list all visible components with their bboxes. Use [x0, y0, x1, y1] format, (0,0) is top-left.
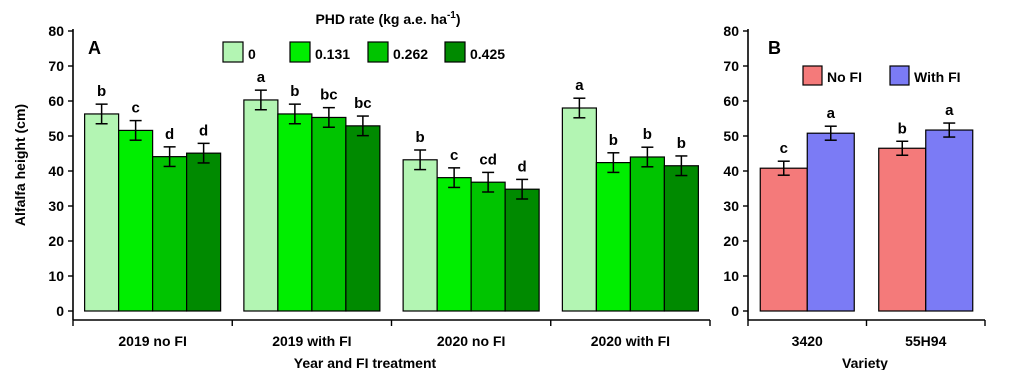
x-category-label: 3420 — [792, 333, 823, 349]
significance-letter: c — [780, 140, 788, 157]
legend-label: 0.131 — [315, 46, 350, 62]
y-tick-label: 70 — [723, 58, 739, 74]
x-category-label: 2020 no FI — [437, 333, 505, 349]
y-tick-label: 20 — [723, 233, 739, 249]
y-tick-label: 70 — [48, 58, 64, 74]
legend-swatch — [444, 41, 466, 63]
significance-letter: a — [827, 105, 836, 122]
significance-letter: d — [199, 122, 208, 139]
y-tick-label: 60 — [48, 93, 64, 109]
y-tick-label: 30 — [723, 198, 739, 214]
bar-0-131 — [118, 129, 154, 312]
y-axis-title-a: Alfalfa height (cm) — [12, 104, 28, 226]
y-tick-label: 10 — [723, 268, 739, 284]
significance-letter: b — [97, 83, 106, 100]
y-tick-label: 0 — [731, 303, 739, 319]
y-tick-label: 60 — [723, 93, 739, 109]
bar-with-fi — [806, 132, 855, 312]
y-tick-label: 30 — [48, 198, 64, 214]
significance-letter: d — [165, 126, 174, 143]
significance-letter: a — [575, 77, 584, 94]
y-tick-label: 80 — [48, 23, 64, 39]
legend-label: 0 — [248, 46, 256, 62]
significance-letter: bc — [320, 87, 338, 104]
significance-letter: b — [290, 83, 299, 100]
panel-b-label: B — [768, 38, 781, 58]
bar-0-425 — [663, 165, 699, 312]
y-tick-label: 50 — [723, 128, 739, 144]
x-axis-title-b: Variety — [842, 355, 888, 370]
y-tick-label: 20 — [48, 233, 64, 249]
legend-title: PHD rate (kg a.e. ha-1) — [315, 10, 460, 27]
bar-0-425 — [186, 152, 222, 312]
x-category-label: 2019 no FI — [118, 333, 186, 349]
bar-no-fi — [759, 167, 808, 312]
significance-letter: a — [945, 102, 954, 119]
bar-0-425 — [345, 125, 381, 312]
bar-0 — [561, 107, 597, 312]
x-category-label: 2020 with FI — [591, 333, 670, 349]
bar-0-262 — [470, 181, 506, 312]
significance-letter: c — [450, 147, 458, 164]
bar-0-262 — [629, 156, 665, 312]
significance-letter: b — [416, 129, 425, 146]
x-category-label: 2019 with FI — [272, 333, 351, 349]
legend-label: 0.425 — [470, 46, 505, 62]
legend-swatch — [802, 65, 823, 86]
significance-letter: bc — [354, 95, 372, 112]
bar-0-262 — [152, 156, 188, 312]
bar-with-fi — [925, 129, 974, 312]
y-tick-label: 10 — [48, 268, 64, 284]
legend-swatch — [222, 41, 244, 63]
significance-letter: b — [643, 126, 652, 143]
panel-b: B Variety 0 10 20 30 40 50 60 70 80 3420 c a 55H94 b a… — [723, 23, 986, 370]
significance-letter: b — [677, 135, 686, 152]
legend-label: With FI — [914, 69, 961, 85]
significance-letter: b — [609, 132, 618, 149]
bar-0-131 — [277, 113, 313, 312]
significance-letter: d — [518, 158, 527, 175]
x-axis-title-a: Year and FI treatment — [294, 355, 437, 370]
y-tick-label: 40 — [48, 163, 64, 179]
significance-letter: c — [131, 100, 139, 117]
significance-letter: cd — [479, 151, 497, 168]
y-tick-label: 40 — [723, 163, 739, 179]
legend-label: No FI — [827, 69, 862, 85]
significance-letter: b — [898, 120, 907, 137]
x-category-label: 55H94 — [905, 333, 946, 349]
bar-0 — [84, 113, 120, 312]
bar-0-131 — [595, 162, 631, 312]
bar-0-262 — [311, 116, 347, 312]
bar-0 — [243, 99, 279, 312]
y-tick-label: 0 — [56, 303, 64, 319]
legend-swatch — [889, 65, 910, 86]
y-tick-label: 50 — [48, 128, 64, 144]
y-tick-label: 80 — [723, 23, 739, 39]
significance-letter: a — [257, 69, 266, 86]
legend-swatch — [289, 41, 311, 63]
panel-a-label: A — [88, 38, 101, 58]
legend-label: 0.262 — [393, 46, 428, 62]
legend-swatch — [367, 41, 389, 63]
bar-0-425 — [504, 188, 540, 312]
bar-no-fi — [878, 147, 927, 312]
bar-0-131 — [436, 177, 472, 312]
bar-0 — [402, 159, 438, 312]
panel-a: A PHD rate (kg a.e. ha-1) Alfalfa height… — [12, 10, 711, 370]
